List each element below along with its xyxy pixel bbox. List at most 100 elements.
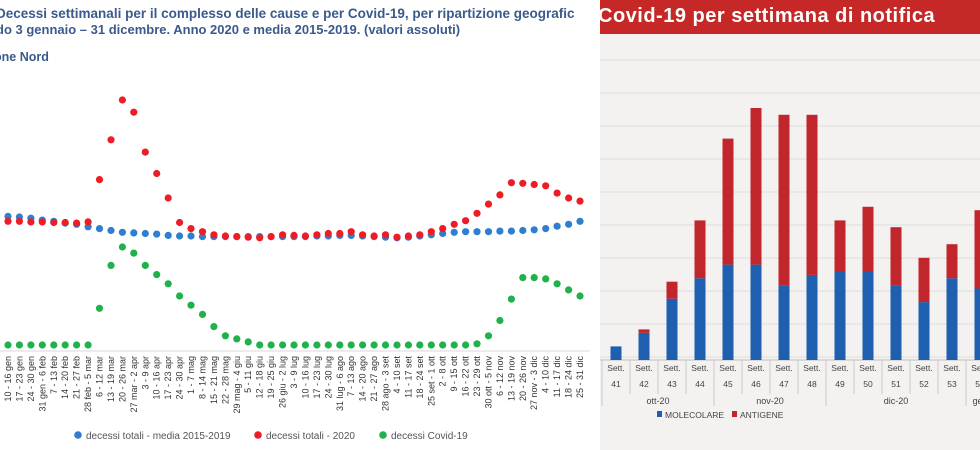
data-point [565, 220, 573, 228]
data-point [38, 218, 46, 226]
data-point [473, 228, 481, 236]
x-tick-number: 43 [667, 379, 677, 389]
x-tick-label: 10 - 16 gen [3, 356, 13, 402]
x-tick-prefix: Sett. [635, 363, 652, 373]
data-point [279, 231, 287, 239]
x-tick-prefix: Sett. [915, 363, 932, 373]
bar-segment [890, 227, 902, 286]
data-point [313, 341, 321, 349]
data-point [507, 227, 515, 235]
data-point [187, 232, 195, 240]
bar-segment [750, 108, 762, 265]
data-point [153, 271, 161, 279]
data-point [530, 180, 538, 189]
data-point [404, 341, 412, 349]
data-point [553, 222, 561, 230]
legend-label: decessi totali - media 2015-2019 [86, 431, 231, 442]
data-point [107, 261, 115, 269]
data-point [27, 341, 35, 349]
data-point [370, 341, 378, 349]
bar-segment [946, 278, 958, 360]
bar-segment [694, 278, 706, 360]
bar-segment [666, 281, 678, 299]
bar-segment [778, 114, 790, 286]
data-point [576, 217, 584, 225]
bar-segment [638, 329, 650, 333]
bar-segment [638, 332, 650, 360]
x-tick-label: 6 - 12 mar [95, 356, 105, 397]
data-point [267, 341, 275, 349]
data-point [118, 228, 126, 236]
data-point [519, 226, 527, 235]
x-tick-label: 21 - 27 feb [72, 356, 82, 399]
x-tick-number: 51 [891, 379, 901, 389]
x-tick-prefix: Sett. [971, 363, 980, 373]
x-tick-prefix: Sett. [943, 363, 960, 373]
data-point [324, 341, 332, 349]
bar-segment [806, 114, 818, 275]
data-point [553, 189, 561, 197]
x-tick-label: 18 - 24 dic [564, 356, 574, 399]
bar-segment [610, 346, 622, 360]
data-point [233, 335, 241, 343]
data-point [153, 169, 161, 178]
x-tick-label: 29 mag - 4 giu [232, 356, 242, 414]
data-point [73, 341, 81, 349]
x-tick-label: 20 - 26 nov [518, 356, 528, 402]
x-tick-prefix: Sett. [887, 363, 904, 373]
data-point [450, 341, 458, 349]
data-point [141, 229, 149, 238]
data-point [84, 218, 92, 226]
x-tick-prefix: Sett. [831, 363, 848, 373]
x-tick-label: 5 - 11 giu [243, 356, 253, 393]
data-point [484, 200, 493, 208]
data-point [347, 341, 355, 349]
bar-segment [722, 264, 734, 360]
data-point [507, 295, 515, 303]
x-tick-label: 4 - 10 set [392, 356, 402, 394]
left-scatter-chart: 10 - 16 gen 17 - 23 gen 24 - 30 gen 31 gen … [0, 96, 590, 442]
data-point [187, 225, 195, 233]
data-point [496, 191, 504, 199]
x-tick-label: 27 nov - 3 dic [529, 356, 539, 411]
x-tick-label: 1 - 7 mag [186, 356, 196, 394]
legend-label: MOLECOLARE [665, 410, 724, 420]
x-tick-number: 49 [835, 379, 845, 389]
x-tick-label: 30 ott - 5 nov [484, 356, 494, 409]
bar-segment [694, 220, 706, 279]
data-point [530, 226, 538, 234]
data-point [393, 233, 401, 241]
month-label: ott-20 [646, 396, 669, 406]
month-label: gen [972, 396, 980, 406]
data-point [267, 233, 275, 241]
data-point [519, 274, 527, 282]
bar-segment [862, 206, 874, 272]
month-label: nov-20 [756, 396, 784, 406]
x-tick-label: 17 - 23 gen [14, 356, 24, 402]
data-point [462, 228, 470, 236]
x-tick-label: 23 - 29 ott [472, 356, 482, 397]
month-label: dic-20 [884, 396, 909, 406]
x-tick-label: 19 - 25 giu [266, 356, 276, 399]
x-tick-label: 21 - 27 ago [369, 356, 379, 402]
x-tick-label: 17 - 23 lug [312, 356, 322, 399]
data-point [290, 341, 298, 349]
x-tick-number: 48 [807, 379, 817, 389]
x-tick-label: 22 - 28 mag [220, 356, 230, 404]
data-point [553, 280, 561, 288]
data-point [50, 218, 58, 227]
data-point [118, 243, 126, 251]
bar-segment [722, 138, 734, 265]
data-point [4, 341, 12, 349]
x-tick-label: 28 feb - 5 mar [83, 356, 93, 412]
right-chart-panel: Covid-19 per settimana di notifica Sett.… [600, 0, 980, 450]
bar-segment [974, 288, 980, 360]
x-tick-label: 18 - 24 set [415, 356, 425, 399]
data-point [393, 341, 401, 349]
data-point [221, 232, 229, 240]
data-point [416, 231, 424, 239]
legend-swatch [657, 411, 662, 417]
data-point [95, 304, 104, 312]
legend-label: ANTIGENE [740, 410, 784, 420]
legend-label: decessi totali - 2020 [266, 431, 355, 442]
